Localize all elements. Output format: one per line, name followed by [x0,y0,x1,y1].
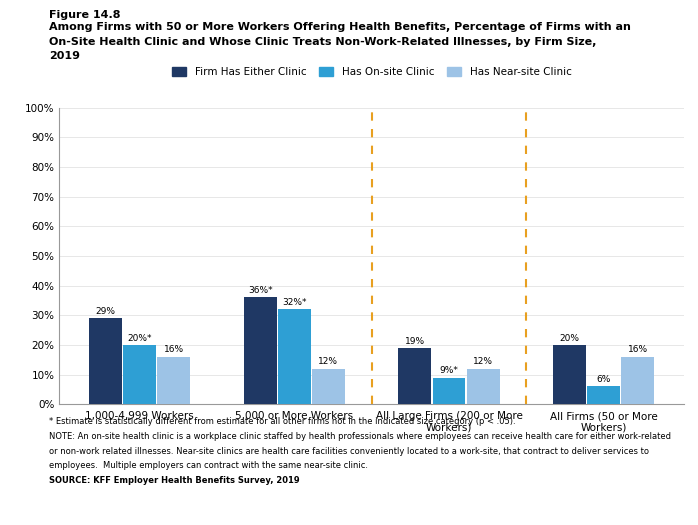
Text: NOTE: An on-site health clinic is a workplace clinic staffed by health professio: NOTE: An on-site health clinic is a work… [49,432,671,441]
Bar [244,298,277,404]
Text: Among Firms with 50 or More Workers Offering Health Benefits, Percentage of Firm: Among Firms with 50 or More Workers Offe… [49,22,631,32]
Text: 9%*: 9%* [440,366,459,375]
Bar [433,377,466,404]
Text: 16%: 16% [164,345,184,354]
Text: 2019: 2019 [49,51,80,61]
Text: Figure 14.8: Figure 14.8 [49,10,120,20]
Bar [124,345,156,404]
Text: 32%*: 32%* [282,298,306,307]
Text: On-Site Health Clinic and Whose Clinic Treats Non-Work-Related Illnesses, by Fir: On-Site Health Clinic and Whose Clinic T… [49,37,596,47]
Text: 6%: 6% [597,375,611,384]
Bar [312,369,345,404]
Bar [399,348,431,404]
Text: * Estimate is statistically different from estimate for all other firms not in t: * Estimate is statistically different fr… [49,417,516,426]
Text: 20%*: 20%* [128,333,152,342]
Text: 19%: 19% [405,337,425,345]
Text: 16%: 16% [628,345,648,354]
Text: 36%*: 36%* [248,286,273,295]
Text: employees.  Multiple employers can contract with the same near-site clinic.: employees. Multiple employers can contra… [49,461,368,470]
Text: 12%: 12% [318,358,339,366]
Bar [278,309,311,404]
Text: 12%: 12% [473,358,493,366]
Text: or non-work related illnesses. Near-site clinics are health care facilities conv: or non-work related illnesses. Near-site… [49,447,649,456]
Legend: Firm Has Either Clinic, Has On-site Clinic, Has Near-site Clinic: Firm Has Either Clinic, Has On-site Clin… [172,67,572,77]
Bar [157,357,191,404]
Bar [466,369,500,404]
Text: 20%: 20% [560,333,579,342]
Text: 29%: 29% [96,307,116,316]
Text: SOURCE: KFF Employer Health Benefits Survey, 2019: SOURCE: KFF Employer Health Benefits Sur… [49,476,299,485]
Bar [553,345,586,404]
Bar [89,318,122,404]
Bar [621,357,654,404]
Bar [587,386,620,404]
